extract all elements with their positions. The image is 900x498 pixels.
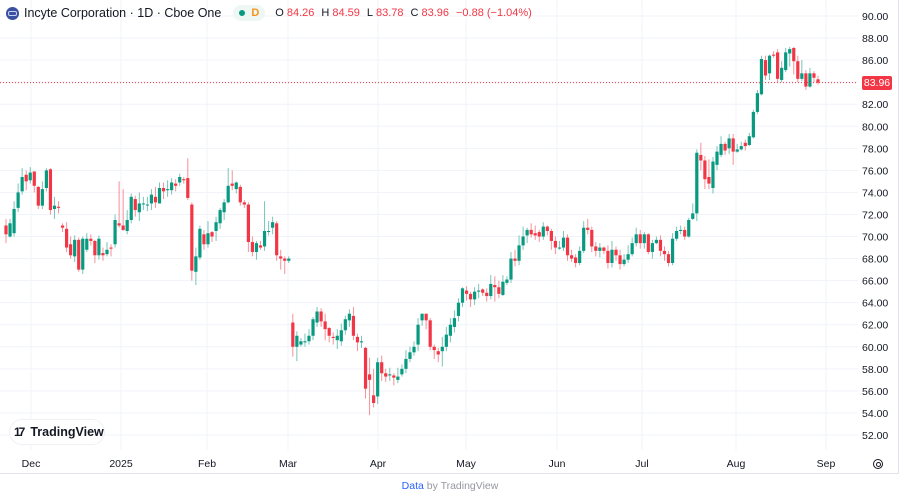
high-label: H — [321, 7, 330, 19]
svg-text:76.00: 76.00 — [862, 165, 888, 177]
svg-text:58.00: 58.00 — [862, 364, 888, 376]
svg-text:88.00: 88.00 — [862, 33, 888, 45]
chart-frame — [0, 0, 899, 474]
tradingview-logo[interactable]: 17 TradingView — [10, 420, 104, 444]
open-label: O — [275, 7, 284, 19]
svg-text:66.00: 66.00 — [862, 276, 888, 288]
svg-text:Mar: Mar — [279, 458, 298, 470]
data-delay-badge: D — [251, 7, 260, 19]
svg-text:70.00: 70.00 — [862, 232, 888, 244]
attribution: Data by TradingView — [0, 480, 900, 492]
ohlc-values: O 84.26 H 84.59 L 83.78 C 83.96 −0.88 (−1.04… — [275, 7, 532, 19]
svg-text:Jul: Jul — [635, 458, 648, 470]
svg-text:62.00: 62.00 — [862, 320, 888, 332]
market-status-pill[interactable]: D — [233, 5, 266, 21]
close-label: C — [410, 7, 419, 19]
svg-text:74.00: 74.00 — [862, 187, 888, 199]
svg-text:90.00: 90.00 — [862, 11, 888, 23]
svg-text:78.00: 78.00 — [862, 143, 888, 155]
candles — [4, 46, 820, 416]
settings-icon[interactable] — [873, 459, 883, 469]
svg-text:2025: 2025 — [109, 458, 133, 470]
close-value: 83.96 — [421, 7, 449, 19]
time-axis[interactable]: Dec 2025 Feb Mar Apr May Jun Jul Aug Sep — [22, 458, 836, 470]
candlestick-chart[interactable]: 90.00 88.00 86.00 82.00 80.00 78.00 76.00 74.00… — [0, 0, 900, 474]
last-price-tag: 83.96 — [862, 76, 892, 90]
svg-text:Aug: Aug — [727, 458, 746, 470]
data-link[interactable]: Data — [401, 480, 424, 492]
tradingview-mark-icon: 17 — [14, 425, 25, 439]
change-value: −0.88 (−1.04%) — [456, 7, 532, 19]
svg-text:Sep: Sep — [817, 458, 836, 470]
svg-text:Feb: Feb — [198, 458, 216, 470]
svg-text:60.00: 60.00 — [862, 342, 888, 354]
low-label: L — [366, 7, 373, 19]
svg-text:86.00: 86.00 — [862, 55, 888, 67]
svg-text:72.00: 72.00 — [862, 209, 888, 221]
incyte-logo-icon — [6, 6, 19, 20]
svg-text:56.00: 56.00 — [862, 386, 888, 398]
svg-text:Dec: Dec — [22, 458, 41, 470]
svg-text:68.00: 68.00 — [862, 254, 888, 266]
svg-text:80.00: 80.00 — [862, 121, 888, 133]
symbol-title[interactable]: Incyte Corporation · 1D · Cboe One — [24, 6, 222, 20]
low-value: 83.78 — [375, 7, 404, 19]
svg-text:64.00: 64.00 — [862, 298, 888, 310]
svg-text:82.00: 82.00 — [862, 99, 888, 111]
svg-text:Jun: Jun — [549, 458, 566, 470]
market-open-dot-icon — [239, 10, 246, 16]
price-axis[interactable]: 90.00 88.00 86.00 82.00 80.00 78.00 76.00 74.00… — [862, 11, 888, 442]
svg-text:May: May — [456, 458, 477, 470]
svg-text:54.00: 54.00 — [862, 408, 888, 420]
grid-lines — [0, 0, 858, 450]
svg-text:52.00: 52.00 — [862, 430, 888, 442]
attribution-text: by TradingView — [423, 480, 499, 492]
open-value: 84.26 — [286, 7, 315, 19]
tradingview-logo-text: TradingView — [30, 425, 104, 439]
high-value: 84.59 — [332, 7, 360, 19]
svg-text:Apr: Apr — [370, 458, 387, 470]
symbol-header: Incyte Corporation · 1D · Cboe One D O 84… — [6, 3, 532, 23]
